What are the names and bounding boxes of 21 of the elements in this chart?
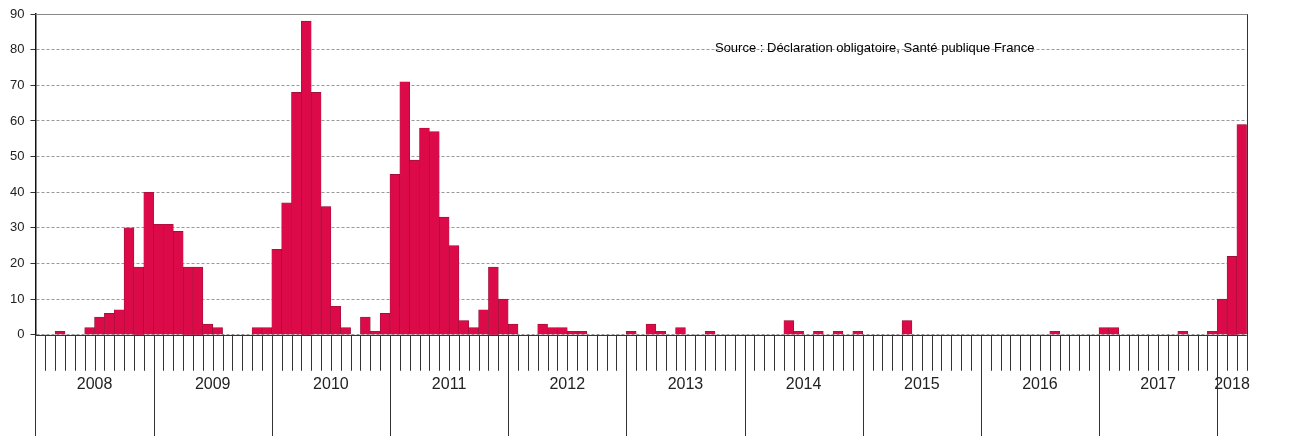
y-tick-label: 90 [9,5,25,21]
y-tick-label: 30 [9,219,25,235]
y-tick-label: 40 [9,183,25,199]
annotation: Source : Déclaration obligatoire, Santé publique France [714,39,1035,55]
y-tick-label: 10 [9,290,25,306]
x-tick-label: 2016 [1022,374,1058,392]
x-tick-label: 2009 [194,374,231,392]
x-tick-label: 2008 [76,374,113,392]
x-tick-label: 2014 [785,374,822,392]
y-tick-label: 50 [9,148,25,164]
x-tick-label: 2012 [549,374,586,392]
x-tick-label: 2017 [1140,374,1177,392]
x-tick-label: 2010 [313,374,349,392]
y-tick-label: 70 [9,76,25,92]
x-tick-label: 2013 [667,374,704,392]
x-tick-label: 2011 [431,374,467,392]
y-tick-label: 0 [17,326,25,342]
y-tick-label: 20 [9,255,25,271]
y-tick-label: 60 [9,112,25,128]
y-tick-label: 80 [9,41,25,57]
x-tick-label: 2015 [903,374,940,392]
